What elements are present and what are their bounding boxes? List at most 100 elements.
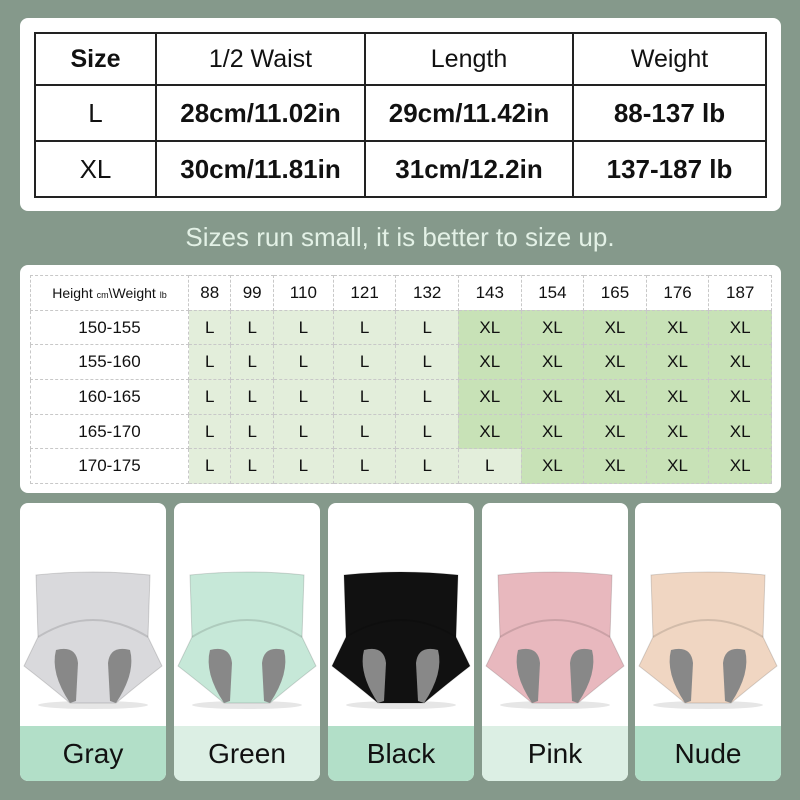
size-cell: XL [708,344,772,381]
color-option-gray[interactable]: Gray [20,503,166,781]
header-weight: Weight [572,31,767,87]
size-cell: XL [520,413,585,450]
size-cell: XL [583,413,647,450]
size-cell: XL [645,413,710,450]
size-cell: L [272,344,334,381]
sizing-note: Sizes run small, it is better to size up… [185,222,615,252]
size-chart-row: 165-170 L L L L L XL XL XL XL XL [30,413,772,450]
size-cell: XL [520,379,585,415]
size-cell: L [230,309,274,346]
size-table-header: Size 1/2 Waist Length Weight [34,31,767,87]
size-cell: L [332,379,397,415]
size-table-card: Size 1/2 Waist Length Weight L 28cm/11.0… [20,18,781,211]
size-cell: L [272,448,334,485]
weight-header: 165 [583,275,647,311]
height-range: 160-165 [30,379,189,415]
size-cell: L [187,309,232,346]
size-cell: XL [708,413,772,450]
underwear-image [638,571,778,709]
size-chart-card: Height cm\Weight lb 88 99 110 121 132 143 154 1… [20,265,781,493]
size-cell: L [272,413,334,450]
size-cell: XL [457,344,522,381]
underwear-image [485,571,625,709]
size-cell: L [230,448,274,485]
size-cell: XL [583,309,647,346]
cm-unit: cm [96,289,109,300]
weight-label: \Weight [108,284,160,301]
color-label: Green [174,726,320,781]
cell: 88-137 lb [572,84,767,143]
color-label: Pink [482,726,628,781]
size-cell: L [457,448,522,485]
weight-header: 110 [272,275,334,311]
underwear-image [177,571,317,709]
weight-header: 132 [395,275,459,311]
weight-header: 99 [230,275,274,311]
weight-header: 88 [187,275,232,311]
size-chart-header: Height cm\Weight lb 88 99 110 121 132 143 154 1… [30,275,772,311]
cell: 30cm/11.81in [155,140,366,198]
cell: XL [34,140,157,198]
header-waist: 1/2 Waist [155,31,366,87]
color-option-pink[interactable]: Pink [482,503,628,781]
cell: 29cm/11.42in [364,84,574,143]
size-cell: L [230,379,274,415]
size-cell: L [332,309,397,346]
height-range: 155-160 [30,344,189,381]
weight-header: 154 [520,275,585,311]
color-label: Black [328,726,474,781]
size-cell: XL [457,379,522,415]
size-cell: L [332,448,397,485]
header-length: Length [364,31,574,87]
size-cell: XL [708,309,772,346]
height-label: Height [52,284,97,301]
lb-unit: lb [159,289,167,300]
size-cell: L [187,448,232,485]
size-cell: L [230,413,274,450]
size-cell: L [395,413,459,450]
underwear-image [331,571,471,709]
size-chart: Height cm\Weight lb 88 99 110 121 132 143 154 1… [30,275,772,485]
size-table: Size 1/2 Waist Length Weight L 28cm/11.0… [34,31,767,198]
size-cell: XL [645,448,710,485]
size-cell: XL [645,379,710,415]
size-cell: L [187,344,232,381]
size-chart-row: 150-155 L L L L L XL XL XL XL XL [30,309,772,346]
weight-header: 187 [708,275,772,311]
corner-label: Height cm\Weight lb [30,275,189,311]
weight-header: 143 [457,275,522,311]
size-cell: XL [520,309,585,346]
color-option-nude[interactable]: Nude [635,503,781,781]
size-cell: XL [583,344,647,381]
size-cell: XL [457,309,522,346]
size-chart-row: 160-165 L L L L L XL XL XL XL XL [30,379,772,415]
color-label: Nude [635,726,781,781]
size-row-xl: XL 30cm/11.81in 31cm/12.2in 137-187 lb [34,140,767,198]
size-chart-row: 170-175 L L L L L L XL XL XL XL [30,448,772,485]
size-cell: L [332,413,397,450]
color-option-green[interactable]: Green [174,503,320,781]
size-cell: XL [583,448,647,485]
weight-header: 176 [645,275,710,311]
weight-header: 121 [332,275,397,311]
size-cell: XL [583,379,647,415]
underwear-image [23,571,163,709]
size-cell: L [332,344,397,381]
size-cell: L [272,379,334,415]
size-cell: L [187,379,232,415]
size-cell: XL [520,448,585,485]
size-cell: XL [708,379,772,415]
color-option-black[interactable]: Black [328,503,474,781]
height-range: 165-170 [30,413,189,450]
size-cell: XL [645,309,710,346]
size-row-l: L 28cm/11.02in 29cm/11.42in 88-137 lb [34,84,767,143]
size-cell: L [395,379,459,415]
size-cell: L [395,448,459,485]
height-range: 170-175 [30,448,189,485]
size-cell: XL [457,413,522,450]
cell: 31cm/12.2in [364,140,574,198]
color-label: Gray [20,726,166,781]
size-cell: XL [708,448,772,485]
header-size: Size [34,31,157,87]
size-chart-row: 155-160 L L L L L XL XL XL XL XL [30,344,772,381]
